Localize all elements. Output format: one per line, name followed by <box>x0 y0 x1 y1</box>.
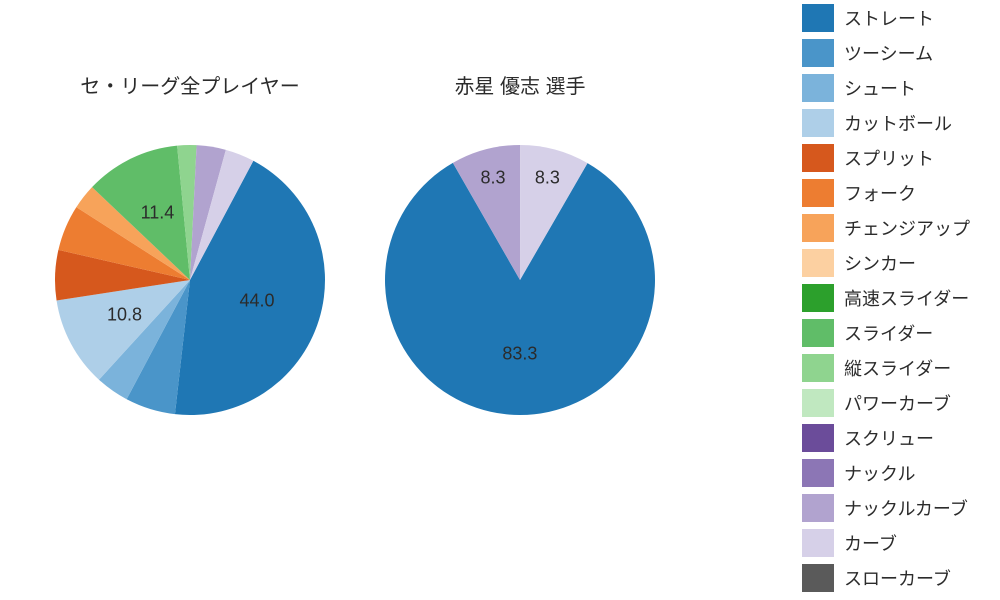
legend-label: スクリュー <box>844 425 934 451</box>
legend-item: スローカーブ <box>802 560 970 595</box>
legend-item: ツーシーム <box>802 35 970 70</box>
legend-label: 縦スライダー <box>844 355 951 381</box>
legend-item: スクリュー <box>802 420 970 455</box>
pie-title-player: 赤星 優志 選手 <box>370 70 670 99</box>
legend-swatch <box>802 529 834 557</box>
legend-swatch <box>802 284 834 312</box>
legend-item: パワーカーブ <box>802 385 970 420</box>
legend-label: ナックルカーブ <box>844 495 968 521</box>
legend-label: ストレート <box>844 5 934 31</box>
legend-label: ナックル <box>844 460 915 486</box>
legend-swatch <box>802 564 834 592</box>
legend-swatch <box>802 39 834 67</box>
legend-label: ツーシーム <box>844 40 933 66</box>
legend-item: フォーク <box>802 175 970 210</box>
legend-item: シュート <box>802 70 970 105</box>
pie-slice-label: 83.3 <box>502 344 537 365</box>
pie-slice-label: 44.0 <box>240 290 275 311</box>
legend-swatch <box>802 179 834 207</box>
pie-player <box>383 143 657 417</box>
legend-item: カットボール <box>802 105 970 140</box>
legend-label: パワーカーブ <box>844 390 951 416</box>
legend-item: スプリット <box>802 140 970 175</box>
legend-label: シュート <box>844 75 916 101</box>
legend-swatch <box>802 389 834 417</box>
legend-swatch <box>802 144 834 172</box>
legend-swatch <box>802 74 834 102</box>
legend-label: シンカー <box>844 250 916 276</box>
pie-slice-label: 8.3 <box>480 168 505 189</box>
legend-item: カーブ <box>802 525 970 560</box>
legend-swatch <box>802 109 834 137</box>
pie-league <box>53 143 327 417</box>
legend-label: フォーク <box>844 180 916 206</box>
legend-item: ストレート <box>802 0 970 35</box>
legend-label: カーブ <box>844 530 897 556</box>
pie-slice-label: 11.4 <box>141 203 175 224</box>
legend-item: シンカー <box>802 245 970 280</box>
legend-swatch <box>802 424 834 452</box>
legend: ストレートツーシームシュートカットボールスプリットフォークチェンジアップシンカー… <box>802 0 970 595</box>
legend-label: スプリット <box>844 145 934 171</box>
legend-label: スライダー <box>844 320 933 346</box>
legend-label: 高速スライダー <box>844 285 969 311</box>
legend-swatch <box>802 354 834 382</box>
legend-item: 高速スライダー <box>802 280 970 315</box>
pie-slice-label: 8.3 <box>535 168 560 189</box>
legend-swatch <box>802 214 834 242</box>
legend-item: スライダー <box>802 315 970 350</box>
legend-item: 縦スライダー <box>802 350 970 385</box>
legend-item: チェンジアップ <box>802 210 970 245</box>
legend-swatch <box>802 319 834 347</box>
legend-label: カットボール <box>844 110 952 136</box>
pie-title-league: セ・リーグ全プレイヤー <box>40 70 340 99</box>
legend-swatch <box>802 459 834 487</box>
legend-swatch <box>802 4 834 32</box>
legend-swatch <box>802 249 834 277</box>
pie-slice-label: 10.8 <box>107 305 142 326</box>
chart-stage: セ・リーグ全プレイヤー 44.0 10.8 11.4 赤星 優志 選手 83.3 8.3 8.… <box>0 0 1000 600</box>
legend-label: チェンジアップ <box>844 215 970 241</box>
legend-swatch <box>802 494 834 522</box>
legend-label: スローカーブ <box>844 565 951 591</box>
legend-item: ナックル <box>802 455 970 490</box>
legend-item: ナックルカーブ <box>802 490 970 525</box>
